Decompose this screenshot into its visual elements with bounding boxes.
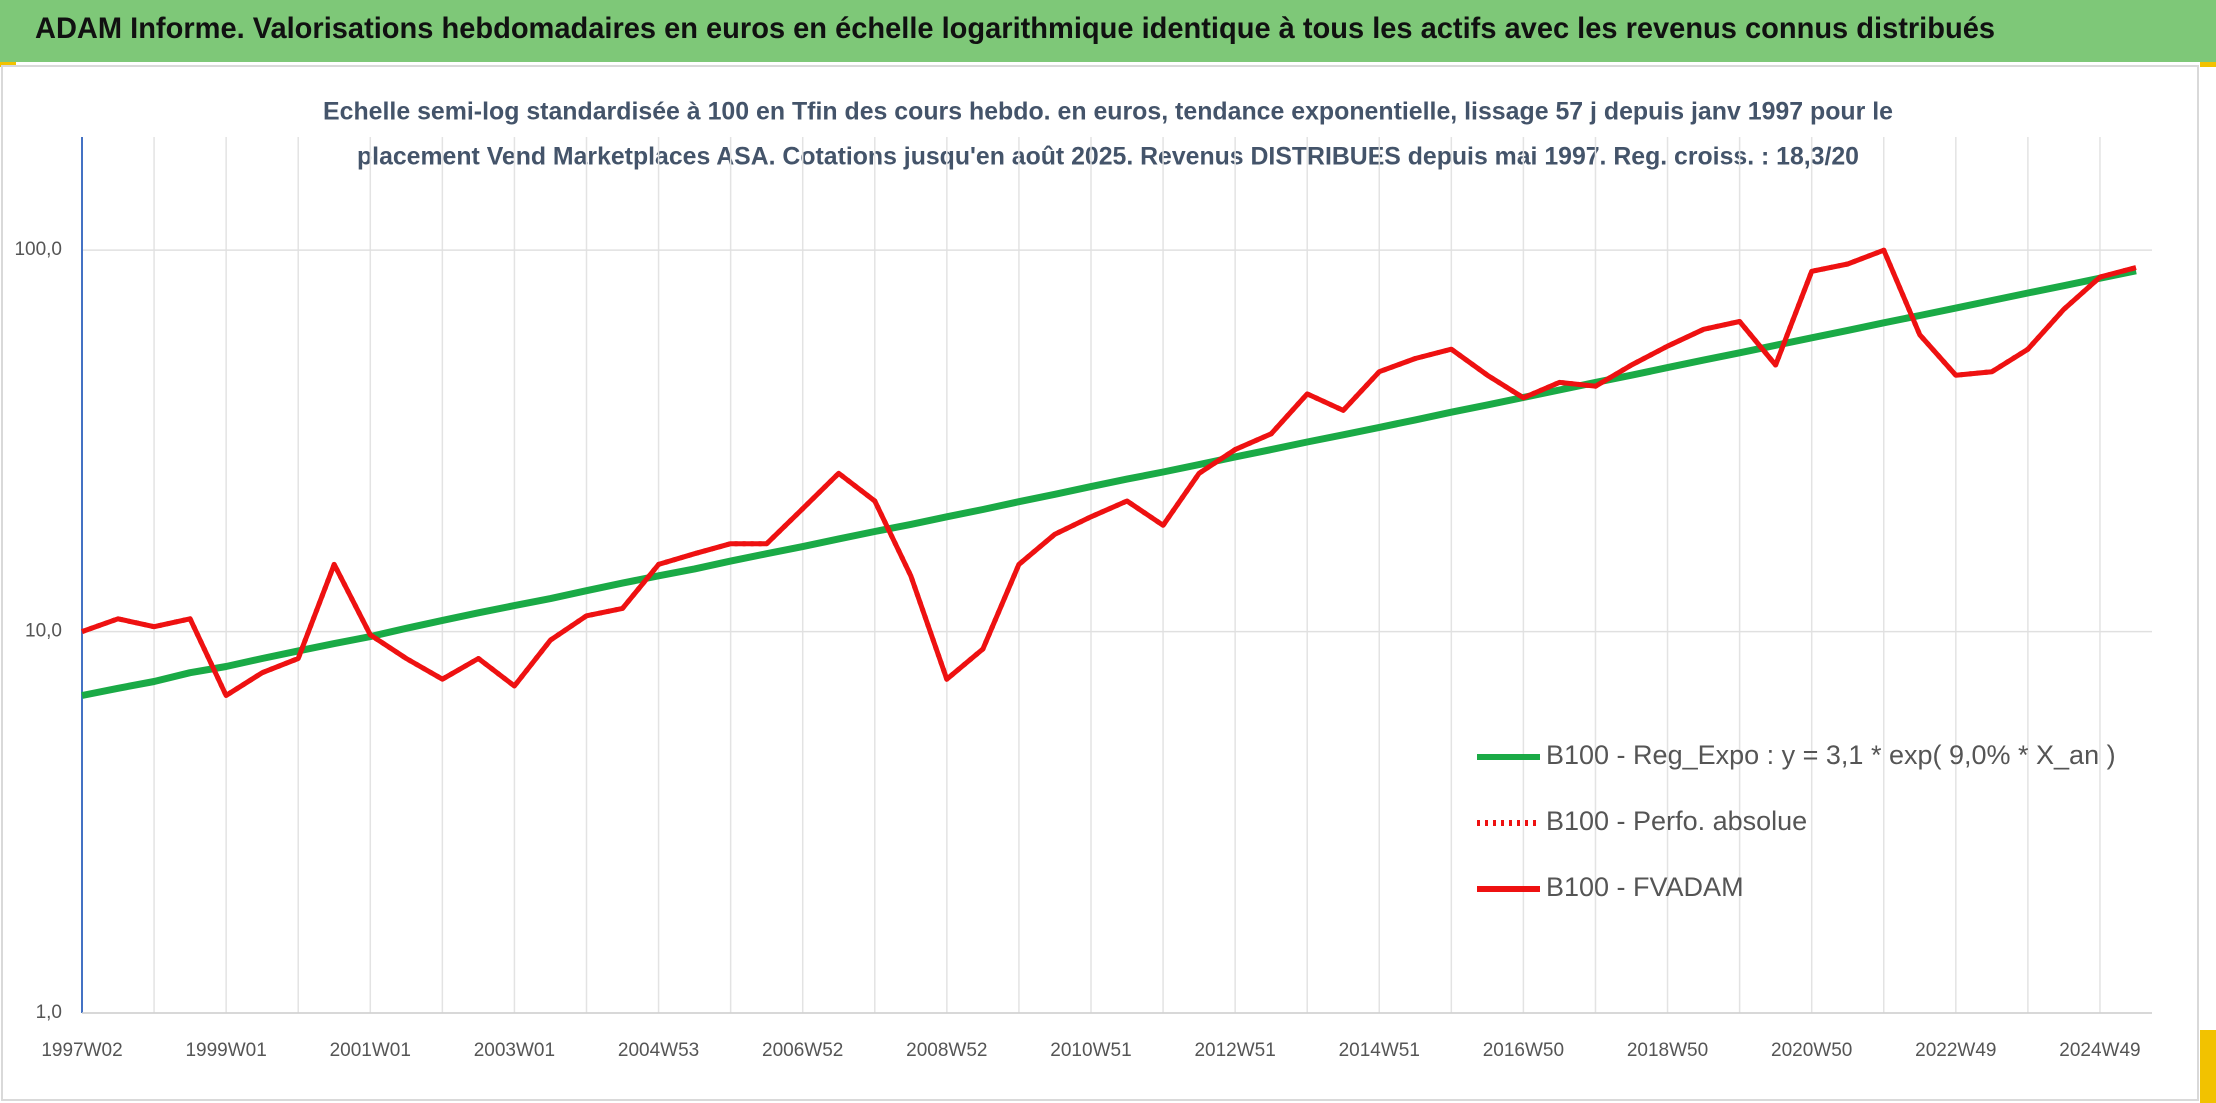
header-bar bbox=[0, 0, 2216, 62]
x-tick-label: 1999W01 bbox=[185, 1040, 266, 1061]
chart-border bbox=[1, 65, 2199, 1101]
legend-label: B100 - Perfo. absolue bbox=[1546, 806, 1807, 836]
x-tick-label: 2016W50 bbox=[1483, 1040, 1564, 1061]
x-tick-label: 2001W01 bbox=[330, 1040, 411, 1061]
y-tick-label: 10,0 bbox=[25, 621, 62, 642]
x-tick-label: 2024W49 bbox=[2059, 1040, 2140, 1061]
series-line bbox=[81, 247, 2137, 698]
legend-label: B100 - Reg_Expo : y = 3,1 * exp( 9,0% * … bbox=[1546, 740, 2116, 770]
x-tick-label: 2014W51 bbox=[1339, 1040, 1420, 1061]
x-tick-label: 1997W02 bbox=[41, 1040, 122, 1061]
legend-label: B100 - FVADAM bbox=[1546, 872, 1744, 902]
x-tick-label: 2022W49 bbox=[1915, 1040, 1996, 1061]
x-tick-label: 2020W50 bbox=[1771, 1040, 1852, 1061]
corner bbox=[2200, 1030, 2216, 1103]
x-tick-label: 2004W53 bbox=[618, 1040, 699, 1061]
x-tick-label: 2012W51 bbox=[1194, 1040, 1275, 1061]
y-tick-label: 100,0 bbox=[14, 239, 62, 260]
chart-title: ADAM Informe. Valorisations hebdomadaire… bbox=[35, 12, 1995, 45]
x-tick-label: 2018W50 bbox=[1627, 1040, 1708, 1061]
x-tick-label: 2008W52 bbox=[906, 1040, 987, 1061]
subtitle: placement Vend Marketplaces ASA. Cotatio… bbox=[357, 143, 1859, 171]
x-tick-label: 2010W51 bbox=[1050, 1040, 1131, 1061]
x-tick-label: 2003W01 bbox=[474, 1040, 555, 1061]
y-tick-label: 1,0 bbox=[36, 1002, 62, 1023]
series-line bbox=[81, 267, 2137, 699]
subtitle: Echelle semi-log standardisée à 100 en T… bbox=[323, 98, 1893, 126]
x-tick-label: 2006W52 bbox=[762, 1040, 843, 1061]
